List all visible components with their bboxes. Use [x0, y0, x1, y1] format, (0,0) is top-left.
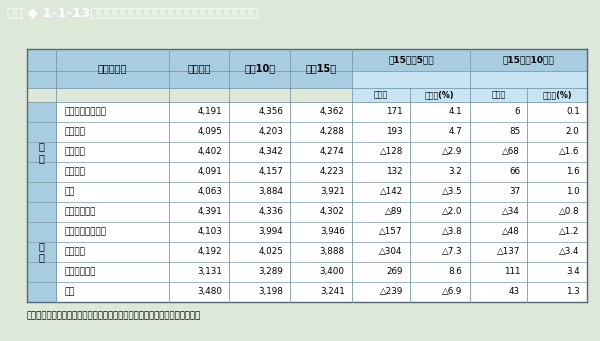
Text: 4,302: 4,302 [320, 207, 345, 216]
Text: 剣道: 剣道 [65, 287, 76, 296]
Text: バドミントン: バドミントン [65, 267, 97, 276]
Text: 平成15年: 平成15年 [306, 63, 337, 74]
Text: 4,192: 4,192 [197, 247, 222, 256]
Text: 4,025: 4,025 [258, 247, 283, 256]
Text: バスケットボール: バスケットボール [65, 227, 107, 236]
Text: 4.1: 4.1 [449, 107, 463, 116]
Text: △6.9: △6.9 [442, 287, 463, 296]
Text: 66: 66 [509, 167, 520, 176]
Text: 3.4: 3.4 [566, 267, 580, 276]
Text: 3,921: 3,921 [320, 188, 345, 196]
Text: 3,400: 3,400 [320, 267, 345, 276]
Text: 4,336: 4,336 [258, 207, 283, 216]
Text: △3.5: △3.5 [442, 188, 463, 196]
Text: △0.8: △0.8 [559, 207, 580, 216]
Text: 4,362: 4,362 [320, 107, 345, 116]
Text: △2.0: △2.0 [442, 207, 463, 216]
Text: △3.8: △3.8 [442, 227, 463, 236]
Text: 増減率(%): 増減率(%) [542, 90, 572, 99]
Text: 4.7: 4.7 [449, 128, 463, 136]
Text: 3,946: 3,946 [320, 227, 345, 236]
Text: 8.6: 8.6 [449, 267, 463, 276]
Text: △137: △137 [497, 247, 520, 256]
Text: △304: △304 [379, 247, 403, 256]
Text: 4,223: 4,223 [320, 167, 345, 176]
Text: △2.9: △2.9 [442, 147, 463, 157]
Text: 3,241: 3,241 [320, 287, 345, 296]
Text: 4,091: 4,091 [197, 167, 222, 176]
Text: 3,994: 3,994 [258, 227, 283, 236]
Text: サッカー: サッカー [65, 128, 86, 136]
Text: 平成５年: 平成５年 [188, 63, 211, 74]
Text: 3,289: 3,289 [258, 267, 283, 276]
Text: △142: △142 [380, 188, 403, 196]
Text: 平成10年: 平成10年 [244, 63, 275, 74]
Text: 4,063: 4,063 [197, 188, 222, 196]
Text: 3,131: 3,131 [197, 267, 222, 276]
Text: 2.0: 2.0 [566, 128, 580, 136]
Text: バレーボール: バレーボール [65, 207, 97, 216]
Text: △89: △89 [385, 207, 403, 216]
Text: 0.1: 0.1 [566, 107, 580, 116]
Text: △34: △34 [502, 207, 520, 216]
Text: 3,198: 3,198 [258, 287, 283, 296]
Text: △1.2: △1.2 [559, 227, 580, 236]
Text: △157: △157 [379, 227, 403, 236]
Text: 193: 193 [386, 128, 403, 136]
Text: △7.3: △7.3 [442, 247, 463, 256]
Text: 6: 6 [515, 107, 520, 116]
Text: 1.6: 1.6 [566, 167, 580, 176]
Text: 85: 85 [509, 128, 520, 136]
Text: バスケットボール: バスケットボール [65, 107, 107, 116]
Text: 3,884: 3,884 [258, 188, 283, 196]
Text: 男
子: 男 子 [38, 141, 44, 163]
Text: 卓球: 卓球 [65, 188, 76, 196]
Text: 増減数: 増減数 [374, 90, 388, 99]
Text: 競　技　名: 競 技 名 [98, 63, 127, 74]
Text: 37: 37 [509, 188, 520, 196]
Text: △3.4: △3.4 [559, 247, 580, 256]
Text: 43: 43 [509, 287, 520, 296]
Text: 増減数: 増減数 [491, 90, 505, 99]
Text: 111: 111 [503, 267, 520, 276]
Text: 171: 171 [386, 107, 403, 116]
Text: 増減率(%): 増減率(%) [425, 90, 454, 99]
Text: 4,191: 4,191 [197, 107, 222, 116]
Text: 4,342: 4,342 [258, 147, 283, 157]
Text: △239: △239 [380, 287, 403, 296]
Text: 3,480: 3,480 [197, 287, 222, 296]
Text: 図表 ◆ 1-1-13　高等学校における主な競技別運動部数の推移: 図表 ◆ 1-1-13 高等学校における主な競技別運動部数の推移 [7, 8, 259, 20]
Text: 4,288: 4,288 [320, 128, 345, 136]
Text: 陸上競技: 陸上競技 [65, 247, 86, 256]
Text: 4,203: 4,203 [258, 128, 283, 136]
Text: 4,391: 4,391 [197, 207, 222, 216]
Text: △48: △48 [502, 227, 520, 236]
Text: 4,402: 4,402 [197, 147, 222, 157]
Text: △1.6: △1.6 [559, 147, 580, 157]
Text: 4,356: 4,356 [258, 107, 283, 116]
Text: 4,095: 4,095 [197, 128, 222, 136]
Text: （資料）（財）全国高等学校体育連盟及び（財）日本高等学校野球連盟調べ: （資料）（財）全国高等学校体育連盟及び（財）日本高等学校野球連盟調べ [27, 312, 201, 321]
Text: 4,103: 4,103 [197, 227, 222, 236]
Text: 269: 269 [386, 267, 403, 276]
Text: 4,157: 4,157 [258, 167, 283, 176]
Text: 3,888: 3,888 [320, 247, 345, 256]
Text: （15年－10年）: （15年－10年） [502, 56, 554, 64]
Text: 陸上競技: 陸上競技 [65, 147, 86, 157]
Text: 3.2: 3.2 [449, 167, 463, 176]
Text: 1.0: 1.0 [566, 188, 580, 196]
Text: △68: △68 [502, 147, 520, 157]
Text: 4,274: 4,274 [320, 147, 345, 157]
Text: （15年－5年）: （15年－5年） [388, 56, 434, 64]
Text: 女
子: 女 子 [38, 241, 44, 263]
Text: △128: △128 [380, 147, 403, 157]
Text: 132: 132 [386, 167, 403, 176]
Text: 硬式野球: 硬式野球 [65, 167, 86, 176]
Text: 1.3: 1.3 [566, 287, 580, 296]
